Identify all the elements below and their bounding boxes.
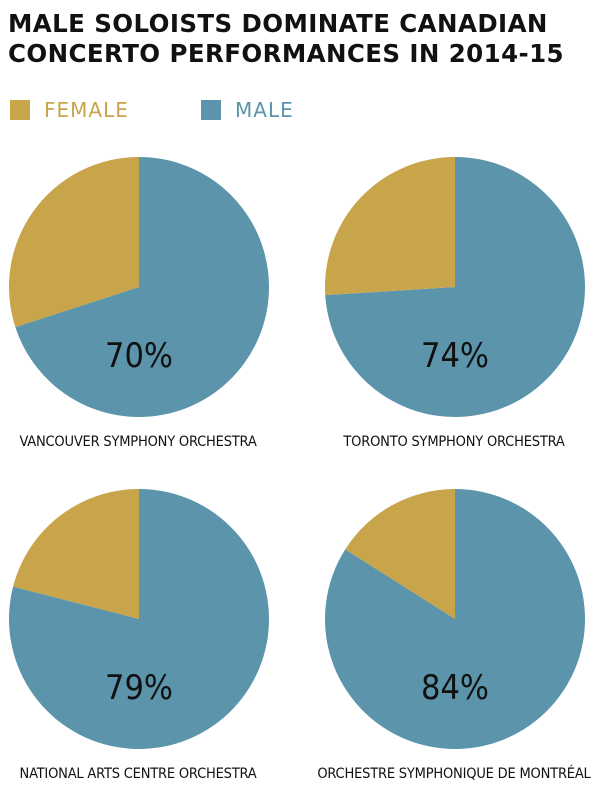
title-line-2: CONCERTO PERFORMANCES IN 2014-15	[8, 39, 564, 68]
pie-montreal: 84% ORCHESTRE SYMPHONIQUE DE MONTRÉAL	[317, 488, 592, 782]
pie-slice-female	[325, 157, 455, 296]
title-line-1: MALE SOLOISTS DOMINATE CANADIAN	[8, 9, 548, 38]
pie-slice-male	[15, 157, 269, 417]
legend-item-male: MALE	[201, 98, 294, 122]
pie-slice-female	[345, 489, 455, 619]
legend-swatch-female	[10, 100, 30, 120]
pie-orchestra-label: NATIONAL ARTS CENTRE ORCHESTRA	[20, 766, 257, 782]
pie-orchestra-label: ORCHESTRE SYMPHONIQUE DE MONTRÉAL	[317, 765, 591, 782]
legend-label-male: MALE	[235, 98, 294, 122]
pie-orchestra-label: TORONTO SYMPHONY ORCHESTRA	[342, 434, 565, 450]
pie-national-arts-centre: 79% NATIONAL ARTS CENTRE ORCHESTRA	[8, 489, 269, 782]
legend-label-female: FEMALE	[44, 98, 129, 122]
pie-percent-label: 84%	[421, 668, 489, 708]
pie-slice-female	[13, 489, 139, 619]
pie-percent-label: 70%	[105, 336, 173, 376]
chart-title: MALE SOLOISTS DOMINATE CANADIAN CONCERTO…	[8, 9, 588, 69]
pie-slice-male	[325, 488, 586, 749]
pie-slice-female	[8, 156, 139, 328]
pie-percent-label: 74%	[421, 336, 489, 376]
legend-swatch-male	[201, 100, 221, 120]
pie-orchestra-label: VANCOUVER SYMPHONY ORCHESTRA	[19, 434, 256, 450]
pie-slice-male	[325, 157, 586, 417]
legend-item-female: FEMALE	[10, 98, 129, 122]
pie-percent-label: 79%	[105, 668, 173, 708]
pie-slice-male	[8, 489, 269, 749]
pie-vancouver: 70% VANCOUVER SYMPHONY ORCHESTRA	[8, 156, 269, 450]
pie-toronto: 74% TORONTO SYMPHONY ORCHESTRA	[325, 157, 586, 450]
